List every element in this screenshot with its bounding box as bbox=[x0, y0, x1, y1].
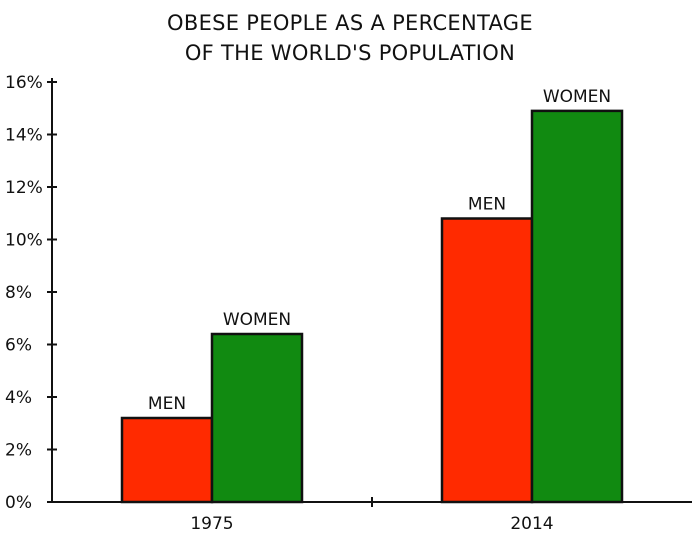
x-tick-label: 1975 bbox=[190, 514, 233, 534]
y-tick-label: 4% bbox=[5, 388, 32, 408]
bars bbox=[120, 109, 624, 504]
bar-label: WOMEN bbox=[223, 310, 291, 330]
bar-label: MEN bbox=[468, 195, 506, 215]
chart-title-line-2: OF THE WORLD'S POPULATION bbox=[185, 41, 515, 65]
bar-label: WOMEN bbox=[543, 87, 611, 107]
chart-title: OBESE PEOPLE AS A PERCENTAGE OF THE WORL… bbox=[167, 11, 533, 65]
y-tick-label: 16% bbox=[5, 73, 43, 93]
y-tick-label: 14% bbox=[5, 126, 43, 146]
bar-men-2014 bbox=[440, 217, 534, 504]
chart-title-line-1: OBESE PEOPLE AS A PERCENTAGE bbox=[167, 11, 533, 35]
x-tick-label: 2014 bbox=[510, 514, 553, 534]
bar-label: MEN bbox=[148, 394, 186, 414]
y-tick-label: 2% bbox=[5, 441, 32, 461]
y-tick-label: 6% bbox=[5, 336, 32, 356]
y-tick-label: 10% bbox=[5, 231, 43, 251]
bar-men-1975 bbox=[120, 416, 214, 504]
y-tick-label: 0% bbox=[5, 493, 32, 513]
y-tick-label: 8% bbox=[5, 283, 32, 303]
bar-women-1975 bbox=[210, 332, 304, 504]
bar-women-2014 bbox=[530, 109, 624, 504]
y-tick-label: 12% bbox=[5, 178, 43, 198]
labels: 1975 MEN WOMEN 2014 MEN WOMEN bbox=[148, 87, 611, 534]
